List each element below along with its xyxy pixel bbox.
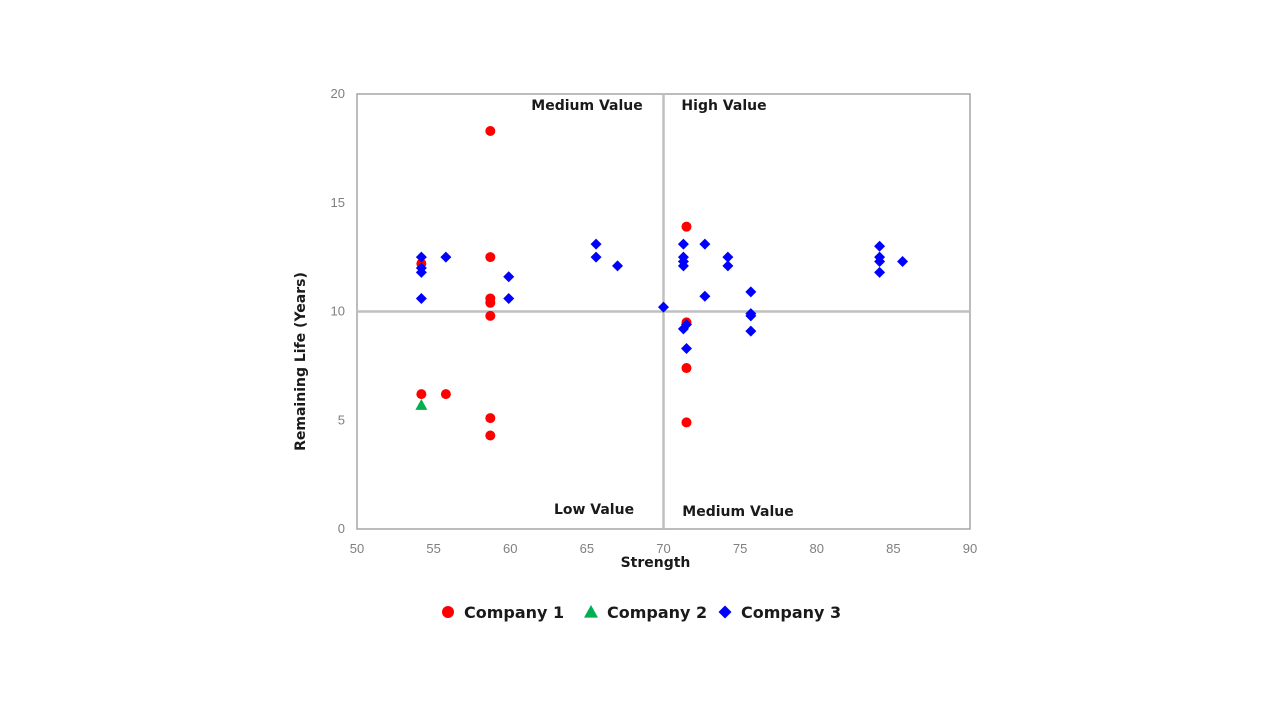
x-tick-label: 80 bbox=[810, 541, 824, 556]
data-point-circle bbox=[485, 252, 495, 262]
y-tick-label: 5 bbox=[338, 412, 345, 427]
data-point-diamond bbox=[681, 343, 692, 354]
x-tick-label: 90 bbox=[963, 541, 977, 556]
data-point-diamond bbox=[897, 256, 908, 267]
y-axis-title: Remaining Life (Years) bbox=[293, 272, 309, 451]
data-point-circle bbox=[681, 363, 691, 373]
x-axis-title: Strength bbox=[621, 555, 691, 571]
x-tick-label: 75 bbox=[733, 541, 747, 556]
x-axis-tick-labels: 50 55 60 65 70 75 80 85 90 bbox=[350, 541, 977, 556]
data-point-diamond bbox=[874, 267, 885, 278]
quadrant-label-bottom-right: Medium Value bbox=[682, 504, 793, 520]
quadrant-label-top-left: Medium Value bbox=[531, 98, 642, 114]
y-tick-label: 15 bbox=[331, 195, 345, 210]
data-point-diamond bbox=[503, 271, 514, 282]
y-tick-label: 20 bbox=[331, 86, 345, 101]
data-point-diamond bbox=[678, 239, 689, 250]
legend-label: Company 3 bbox=[741, 603, 841, 622]
data-point-circle bbox=[485, 413, 495, 423]
legend-label: Company 2 bbox=[607, 603, 707, 622]
data-point-diamond bbox=[699, 291, 710, 302]
data-point-diamond bbox=[745, 286, 756, 297]
y-tick-label: 10 bbox=[331, 304, 345, 319]
data-point-diamond bbox=[503, 293, 514, 304]
data-point-circle bbox=[441, 389, 451, 399]
data-point-circle bbox=[485, 298, 495, 308]
data-point-diamond bbox=[699, 239, 710, 250]
x-tick-label: 60 bbox=[503, 541, 517, 556]
quadrant-label-bottom-left: Low Value bbox=[554, 502, 634, 518]
x-tick-label: 70 bbox=[656, 541, 670, 556]
legend-marker bbox=[584, 605, 598, 618]
quadrant-label-top-right: High Value bbox=[681, 98, 766, 114]
data-point-circle bbox=[681, 222, 691, 232]
x-tick-label: 85 bbox=[886, 541, 900, 556]
x-tick-label: 55 bbox=[426, 541, 440, 556]
series-1 bbox=[416, 126, 691, 441]
data-point-diamond bbox=[745, 326, 756, 337]
data-point-diamond bbox=[591, 239, 602, 250]
legend-marker bbox=[719, 606, 732, 619]
data-point-triangle bbox=[415, 399, 427, 410]
data-point-circle bbox=[681, 417, 691, 427]
x-tick-label: 50 bbox=[350, 541, 364, 556]
data-point-diamond bbox=[874, 241, 885, 252]
y-tick-label: 0 bbox=[338, 521, 345, 536]
series-2 bbox=[415, 399, 427, 410]
legend-marker bbox=[442, 606, 454, 618]
data-point-circle bbox=[485, 126, 495, 136]
data-point-circle bbox=[485, 430, 495, 440]
data-point-circle bbox=[485, 311, 495, 321]
data-point-diamond bbox=[416, 293, 427, 304]
x-tick-label: 65 bbox=[580, 541, 594, 556]
data-point-diamond bbox=[440, 252, 451, 263]
data-point-diamond bbox=[612, 260, 623, 271]
chart-legend: Company 1 Company 2 Company 3 bbox=[442, 603, 841, 622]
data-points bbox=[415, 126, 908, 441]
data-point-circle bbox=[416, 389, 426, 399]
y-axis-tick-labels: 0 5 10 15 20 bbox=[331, 86, 345, 536]
legend-label: Company 1 bbox=[464, 603, 564, 622]
data-point-diamond bbox=[722, 260, 733, 271]
data-point-diamond bbox=[591, 252, 602, 263]
